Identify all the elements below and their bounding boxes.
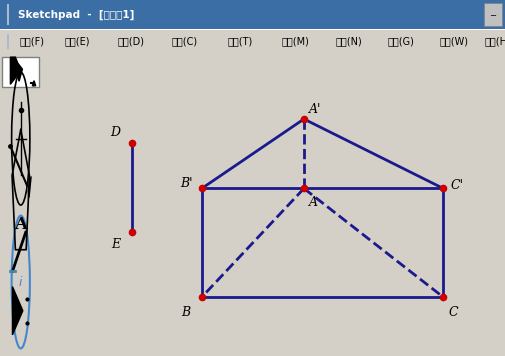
Text: C': C': [449, 179, 463, 192]
FancyBboxPatch shape: [0, 0, 505, 29]
Text: 显示(D): 显示(D): [118, 37, 145, 47]
FancyBboxPatch shape: [483, 3, 501, 26]
Circle shape: [8, 4, 9, 25]
Text: 绘图(G): 绘图(G): [387, 37, 414, 47]
Text: i: i: [19, 276, 22, 288]
Text: A: A: [14, 216, 27, 233]
Text: D: D: [110, 126, 120, 138]
FancyBboxPatch shape: [2, 57, 39, 87]
Text: A': A': [308, 103, 320, 116]
Text: A: A: [308, 196, 317, 209]
Text: E: E: [111, 238, 120, 251]
Polygon shape: [10, 57, 22, 84]
Text: C: C: [448, 306, 458, 319]
Text: 帮助(H): 帮助(H): [484, 37, 505, 47]
Text: B: B: [181, 306, 190, 319]
Text: 窗口(W): 窗口(W): [439, 37, 468, 47]
Text: 编辑(E): 编辑(E): [65, 37, 90, 47]
Text: ─: ─: [489, 10, 494, 19]
Polygon shape: [13, 287, 23, 335]
Text: 文件(F): 文件(F): [20, 37, 45, 47]
Text: 构造(C): 构造(C): [172, 37, 198, 47]
Text: 数据(N): 数据(N): [335, 37, 362, 47]
Polygon shape: [32, 81, 36, 86]
Text: Sketchpad  -  [未命名1]: Sketchpad - [未命名1]: [18, 10, 134, 20]
Polygon shape: [28, 176, 31, 198]
Text: B': B': [180, 177, 192, 190]
Text: 变换(T): 变换(T): [228, 37, 252, 47]
Text: 度量(M): 度量(M): [281, 37, 309, 47]
